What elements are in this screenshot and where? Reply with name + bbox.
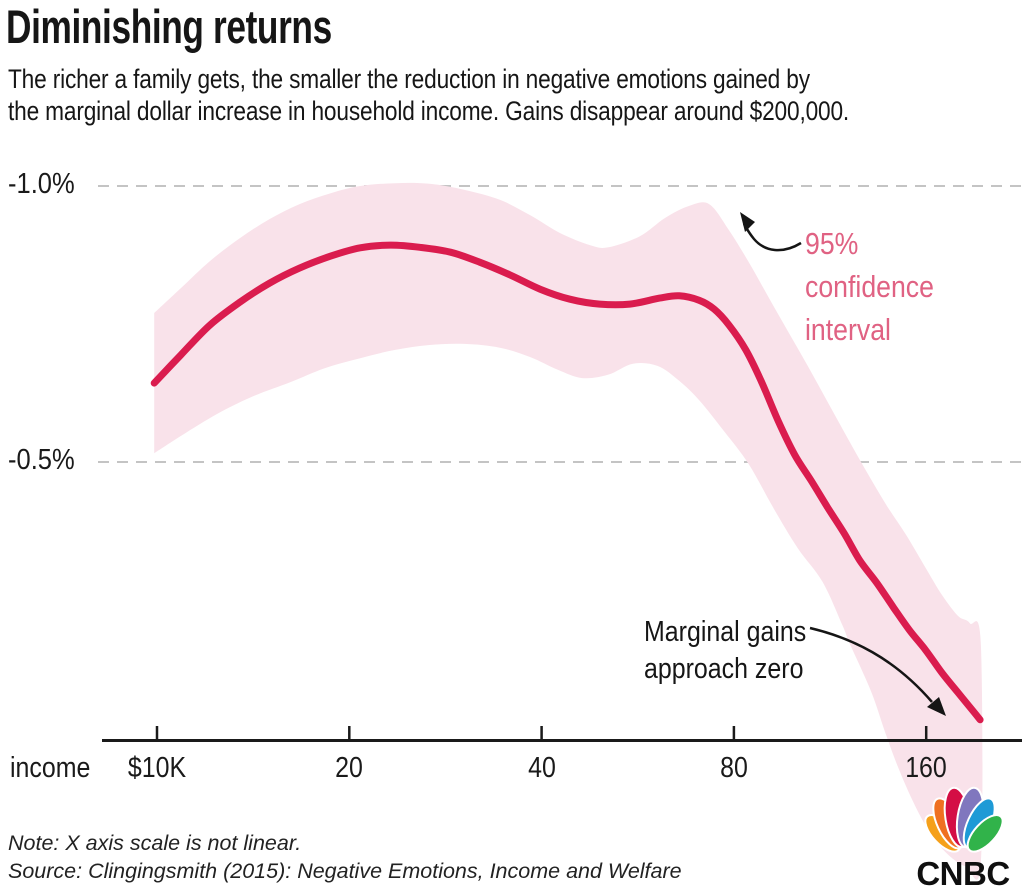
x-axis-tick-label: 160 [905,752,947,784]
confidence-interval-label-line2: confidence [805,269,934,304]
cnbc-wordmark: CNBC [916,855,1010,892]
x-axis-tick-label: 80 [720,752,748,784]
confidence-interval-label-line1: 95% [805,226,859,261]
confidence-band [154,182,983,880]
source-credit: Source: Clingingsmith (2015): Negative E… [8,859,682,883]
chart-subtitle-line1: The richer a family gets, the smaller th… [8,64,810,94]
peacock-feather-green [966,814,1004,853]
trend-line [150,241,984,724]
x-axis-tick-label: 40 [527,752,556,784]
footnote: Note: X axis scale is not linear. [8,831,302,855]
ci-annotation-arrow-icon [740,212,802,252]
confidence-interval-label-line3: interval [805,312,891,347]
gridlines [98,185,1022,463]
y-axis-label: -0.5% [8,444,75,476]
x-axis [102,726,1022,742]
chart-title: Diminishing returns [6,0,332,53]
cnbc-peacock-icon [924,786,1004,853]
confidence-interval-label: 95% confidence interval [805,222,934,351]
marginal-gains-label: Marginal gains approach zero [644,614,806,688]
x-axis-title: income [10,752,91,784]
x-axis-tick-label: 20 [335,752,364,784]
x-axis-tick-label: $10K [127,752,187,784]
mg-annotation-arrow-icon [809,626,946,716]
chart-subtitle-line2: the marginal dollar increase in househol… [8,96,850,126]
marginal-gains-label-line1: Marginal gains [644,616,807,648]
marginal-gains-label-line2: approach zero [644,653,804,685]
y-axis-label: -1.0% [8,168,75,200]
